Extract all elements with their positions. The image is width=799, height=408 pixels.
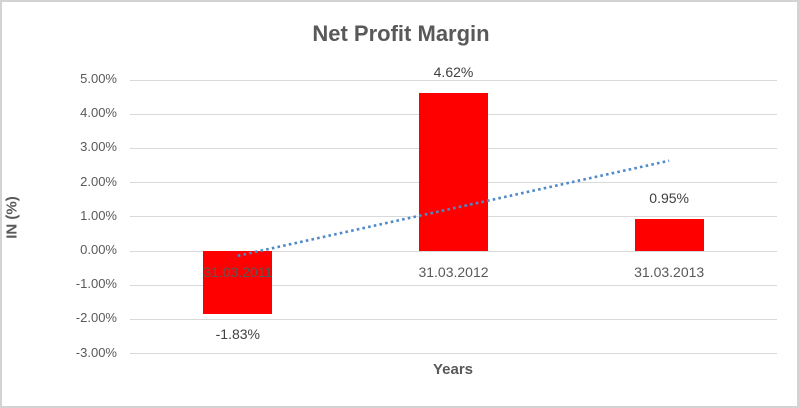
y-tick-label: 3.00%	[80, 139, 117, 155]
chart-title: Net Profit Margin	[312, 21, 490, 46]
category-label: 31.03.2013	[634, 264, 705, 280]
y-tick-label: -1.00%	[75, 276, 117, 292]
category-label: 31.03.2012	[418, 264, 489, 280]
y-tick-label: 0.00%	[80, 242, 117, 257]
gridline	[130, 318, 777, 320]
y-tick-label: -3.00%	[75, 344, 117, 360]
gridline	[130, 79, 777, 81]
data-label: 4.62%	[433, 63, 474, 80]
bar	[419, 92, 488, 251]
x-axis-title: Years	[432, 361, 474, 378]
bar	[203, 251, 273, 314]
category-label: 31.03.2011	[203, 264, 273, 280]
y-tick-label: 1.00%	[80, 207, 117, 223]
gridline	[130, 353, 777, 355]
data-label: 0.95%	[649, 189, 689, 206]
gridline	[130, 284, 777, 286]
data-label: -1.83%	[215, 325, 260, 342]
y-tick-label: -2.00%	[75, 310, 117, 326]
y-tick-label: 2.00%	[80, 173, 117, 189]
y-tick-label: 4.00%	[80, 105, 117, 121]
y-tick-label: 5.00%	[80, 71, 117, 86]
bar	[634, 218, 704, 251]
